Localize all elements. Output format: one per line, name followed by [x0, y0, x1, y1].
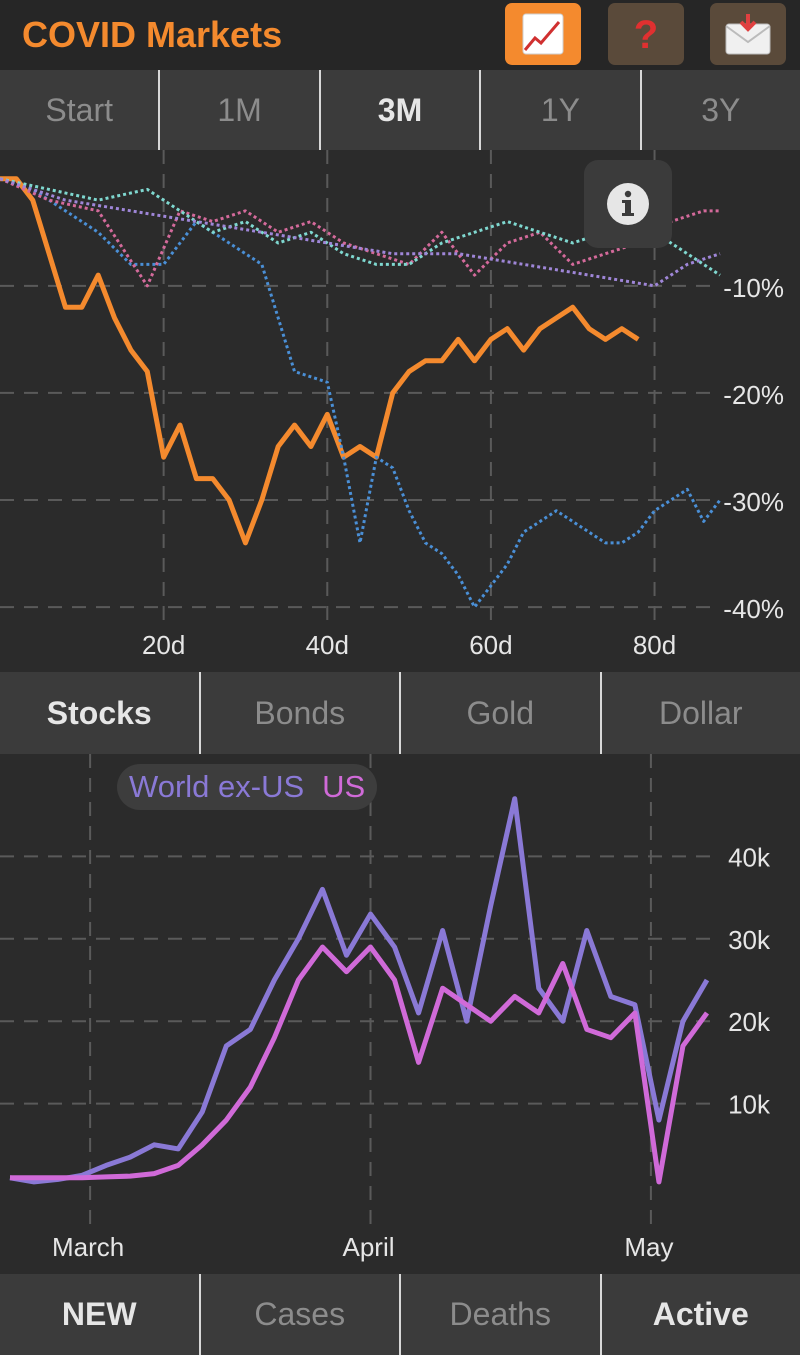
tab-1y[interactable]: 1Y — [481, 70, 642, 150]
tab-cases[interactable]: Cases — [201, 1274, 401, 1355]
legend-world[interactable]: World ex-US — [129, 769, 305, 804]
tab-gold[interactable]: Gold — [401, 672, 602, 754]
range-tabs: Start 1M 3M 1Y 3Y — [0, 70, 800, 150]
legend-us[interactable]: US — [322, 769, 366, 804]
help-button[interactable]: ? — [608, 3, 684, 65]
question-icon: ? — [634, 13, 658, 56]
chart-icon — [522, 13, 564, 55]
series-line-1 — [10, 944, 710, 1185]
x-tick-label: 80d — [633, 630, 676, 660]
tab-1m[interactable]: 1M — [160, 70, 321, 150]
x-tick-label: March — [52, 1232, 124, 1262]
series-line-2 — [0, 177, 720, 288]
app-title: COVID Markets — [22, 14, 283, 55]
y-tick-label: 40k — [728, 842, 771, 872]
covid-chart: 10k 20k 30k 40k March April May — [0, 754, 771, 1262]
tab-3m[interactable]: 3M — [321, 70, 482, 150]
tab-bonds[interactable]: Bonds — [201, 672, 401, 754]
series-line-0 — [0, 176, 640, 546]
tab-deaths[interactable]: Deaths — [401, 1274, 602, 1355]
series-line-1 — [0, 177, 722, 609]
metric-tabs: NEW Cases Deaths Active — [0, 1274, 800, 1355]
asset-tabs: Stocks Bonds Gold Dollar — [0, 672, 800, 754]
y-tick-label: -30% — [723, 487, 784, 517]
mail-button[interactable] — [710, 3, 786, 65]
tab-dollar[interactable]: Dollar — [658, 694, 743, 731]
y-tick-label: 10k — [728, 1090, 771, 1120]
tab-start[interactable]: Start — [0, 70, 161, 150]
x-tick-label: May — [624, 1232, 673, 1262]
app-header: COVID Markets ? — [0, 0, 800, 70]
tab-active[interactable]: Active — [652, 1296, 749, 1332]
tab-3y[interactable]: 3Y — [701, 91, 741, 128]
tab-stocks[interactable]: Stocks — [0, 672, 201, 754]
chart-legend: World ex-US US — [117, 764, 378, 810]
x-tick-label: 40d — [306, 630, 349, 660]
y-tick-label: 30k — [728, 925, 771, 955]
x-tick-label: 60d — [469, 630, 512, 660]
y-tick-label: -40% — [723, 594, 784, 624]
y-tick-label: 20k — [728, 1007, 771, 1037]
x-tick-label: April — [343, 1232, 395, 1262]
markets-chart: -10% -20% -30% -40% 20d 40d 60d 80d — [0, 150, 784, 660]
svg-text:?: ? — [634, 13, 658, 56]
x-tick-label: 20d — [142, 630, 185, 660]
series-line-3 — [0, 177, 721, 277]
info-icon — [607, 183, 649, 225]
mail-icon — [725, 14, 771, 55]
chart-button[interactable] — [505, 3, 581, 65]
tab-new[interactable]: NEW — [0, 1274, 201, 1355]
info-button[interactable] — [584, 160, 672, 248]
y-tick-label: -10% — [723, 273, 784, 303]
series-line-0 — [9, 796, 710, 1185]
y-tick-label: -20% — [723, 380, 784, 410]
